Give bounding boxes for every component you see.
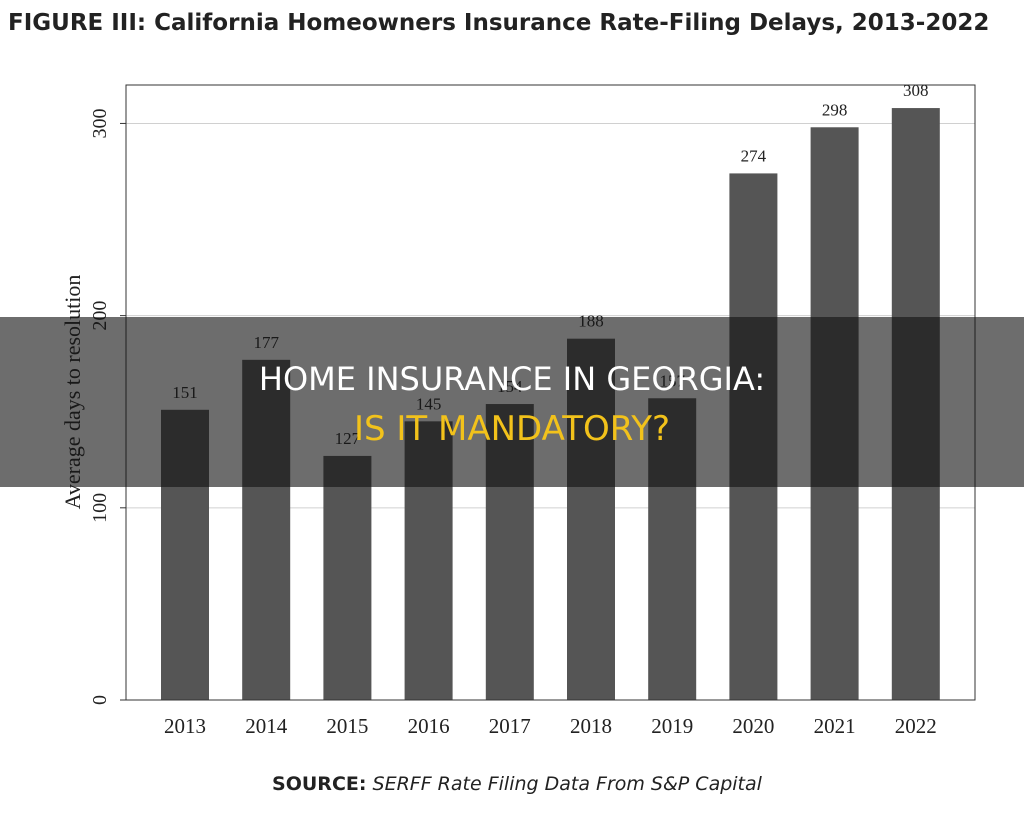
banner-line1: HOME INSURANCE IN GEORGIA: <box>259 360 765 398</box>
bar <box>323 455 372 700</box>
y-tick-label: 100 <box>89 493 111 523</box>
x-tick-label: 2018 <box>570 714 612 738</box>
banner-line2: IS IT MANDATORY? <box>354 409 670 449</box>
source: SOURCE: SERFF Rate Filing Data From S&P … <box>272 773 763 795</box>
x-tick-label: 2013 <box>164 714 206 738</box>
data-label: 298 <box>822 100 848 119</box>
source-text: SERFF Rate Filing Data From S&P Capital <box>373 773 763 795</box>
x-tick-label: 2017 <box>489 714 531 738</box>
x-tick-label: 2022 <box>895 714 937 738</box>
banner <box>0 317 1024 487</box>
data-label: 274 <box>741 146 767 165</box>
x-tick-label: 2014 <box>245 714 288 738</box>
x-tick-label: 2020 <box>732 714 774 738</box>
data-label: 308 <box>903 81 929 100</box>
x-tick-label: 2015 <box>326 714 368 738</box>
y-tick-label: 300 <box>89 108 111 138</box>
source-label: SOURCE: <box>272 773 366 795</box>
x-tick-label: 2019 <box>651 714 693 738</box>
x-tick-label: 2016 <box>408 714 450 738</box>
x-tick-label: 2021 <box>814 714 856 738</box>
y-tick-label: 0 <box>89 695 111 705</box>
chart-title: FIGURE III: California Homeowners Insura… <box>8 10 989 36</box>
